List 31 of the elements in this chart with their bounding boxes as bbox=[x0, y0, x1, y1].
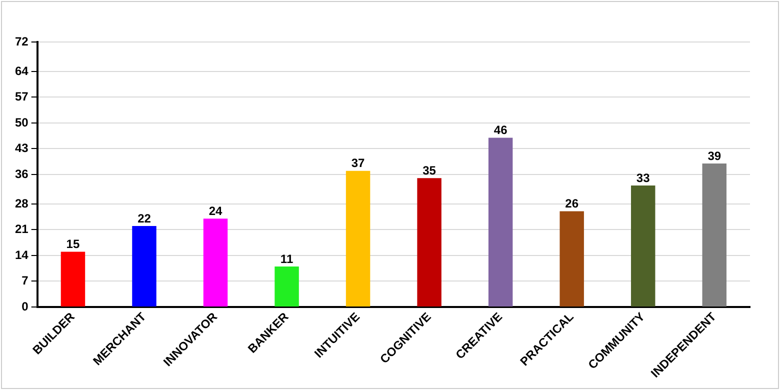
y-tick-label: 14 bbox=[14, 248, 29, 262]
data-label: 37 bbox=[351, 156, 366, 170]
bar bbox=[630, 186, 656, 306]
bar bbox=[488, 138, 513, 306]
bar bbox=[203, 218, 228, 306]
y-tick-label: 43 bbox=[14, 141, 29, 156]
y-tick-label: 36 bbox=[14, 166, 29, 181]
y-tick-label: 50 bbox=[14, 115, 29, 130]
y-tick-label: 57 bbox=[14, 90, 29, 104]
data-label: 15 bbox=[66, 237, 80, 252]
y-tick-label: 28 bbox=[14, 196, 29, 210]
data-label: 33 bbox=[636, 170, 650, 185]
bar bbox=[274, 266, 299, 306]
data-label: 39 bbox=[708, 148, 722, 163]
data-label: 22 bbox=[138, 211, 152, 226]
data-label: 11 bbox=[280, 252, 294, 266]
bar bbox=[60, 252, 86, 306]
y-tick-label: 0 bbox=[22, 299, 29, 314]
bar bbox=[417, 178, 442, 306]
bar bbox=[346, 170, 370, 306]
y-tick-label: 21 bbox=[14, 222, 29, 236]
y-tick-label: 7 bbox=[22, 274, 29, 288]
data-label: 46 bbox=[494, 123, 508, 138]
y-tick-label: 72 bbox=[14, 34, 29, 48]
data-label: 24 bbox=[208, 204, 223, 218]
data-label: 26 bbox=[565, 196, 579, 211]
bar bbox=[702, 163, 726, 306]
bar bbox=[132, 226, 156, 306]
bar bbox=[560, 211, 584, 306]
data-label: 35 bbox=[422, 163, 436, 178]
y-tick-label: 64 bbox=[14, 64, 29, 78]
